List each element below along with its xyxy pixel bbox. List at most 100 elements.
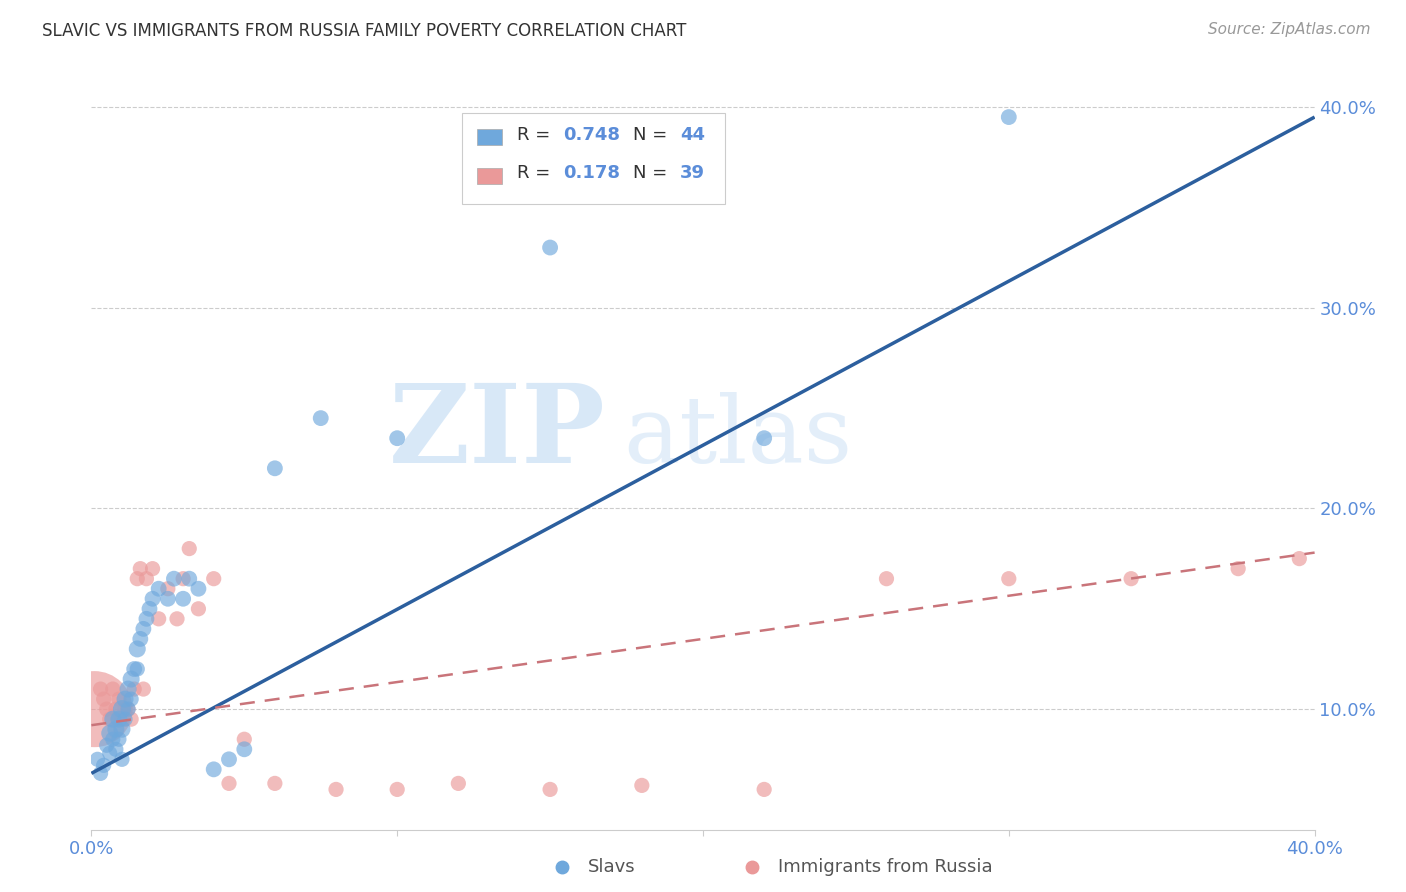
Point	[148, 582, 170, 596]
Text: N =: N =	[633, 126, 673, 144]
Point	[156, 591, 179, 606]
FancyBboxPatch shape	[477, 129, 502, 145]
Point	[104, 742, 127, 756]
Point	[141, 562, 163, 576]
Point	[166, 612, 188, 626]
Point	[114, 692, 136, 706]
Point	[447, 776, 470, 790]
Point	[218, 776, 240, 790]
Point	[117, 702, 139, 716]
Point	[127, 572, 149, 586]
Point	[122, 662, 145, 676]
Point	[325, 782, 347, 797]
Point	[385, 782, 409, 797]
Point	[108, 732, 131, 747]
Point	[96, 702, 118, 716]
Text: Immigrants from Russia: Immigrants from Russia	[778, 858, 993, 876]
Point	[202, 762, 225, 776]
Point	[202, 572, 225, 586]
Point	[104, 702, 127, 716]
FancyBboxPatch shape	[463, 112, 725, 204]
Point	[108, 692, 131, 706]
Text: 39: 39	[679, 164, 704, 182]
Point	[1121, 572, 1143, 586]
Point	[86, 752, 108, 766]
Point	[156, 582, 179, 596]
Point	[233, 742, 256, 756]
Text: 44: 44	[679, 126, 704, 144]
Point	[538, 782, 561, 797]
Point	[172, 572, 194, 586]
Text: SLAVIC VS IMMIGRANTS FROM RUSSIA FAMILY POVERTY CORRELATION CHART: SLAVIC VS IMMIGRANTS FROM RUSSIA FAMILY …	[42, 22, 686, 40]
Point	[90, 681, 112, 696]
Point	[108, 712, 131, 726]
Point	[129, 632, 152, 646]
Text: N =: N =	[633, 164, 673, 182]
Point	[132, 681, 155, 696]
Point	[138, 601, 160, 615]
Point	[631, 778, 654, 792]
Point	[117, 702, 139, 716]
Point	[754, 782, 776, 797]
Point	[111, 722, 134, 736]
Point	[187, 601, 209, 615]
Point	[120, 712, 142, 726]
Point	[875, 572, 898, 586]
Point	[98, 746, 121, 760]
Point	[104, 722, 127, 736]
Point	[172, 591, 194, 606]
Point	[117, 681, 139, 696]
Text: Slavs: Slavs	[588, 858, 636, 876]
Point	[179, 572, 201, 586]
Point	[141, 591, 163, 606]
Point	[187, 582, 209, 596]
Point	[93, 758, 115, 772]
Point	[127, 662, 149, 676]
Text: 0.748: 0.748	[564, 126, 620, 144]
Text: R =: R =	[517, 126, 555, 144]
Point	[135, 572, 157, 586]
FancyBboxPatch shape	[477, 168, 502, 184]
Point	[101, 681, 124, 696]
Point	[111, 752, 134, 766]
Point	[93, 692, 115, 706]
Point	[101, 732, 124, 747]
Point	[120, 692, 142, 706]
Point	[122, 681, 145, 696]
Point	[114, 712, 136, 726]
Point	[1227, 562, 1250, 576]
Point	[132, 622, 155, 636]
Point	[96, 738, 118, 752]
Point	[264, 461, 287, 475]
Text: 0.178: 0.178	[564, 164, 620, 182]
Point	[111, 702, 134, 716]
Point	[120, 672, 142, 686]
Point	[148, 612, 170, 626]
Point	[998, 110, 1021, 124]
Text: R =: R =	[517, 164, 555, 182]
Point	[218, 752, 240, 766]
Point	[385, 431, 409, 445]
Point	[129, 562, 152, 576]
Point	[264, 776, 287, 790]
Point	[98, 712, 121, 726]
Point	[309, 411, 332, 425]
Text: Source: ZipAtlas.com: Source: ZipAtlas.com	[1208, 22, 1371, 37]
Text: ZIP: ZIP	[388, 379, 605, 486]
Point	[233, 732, 256, 747]
Point	[101, 712, 124, 726]
Point	[83, 702, 105, 716]
Point	[90, 766, 112, 780]
Point	[754, 431, 776, 445]
Point	[538, 240, 561, 254]
Point	[98, 726, 121, 740]
Point	[1288, 551, 1310, 566]
Point	[114, 702, 136, 716]
Point	[998, 572, 1021, 586]
Text: atlas: atlas	[623, 392, 853, 482]
Point	[111, 712, 134, 726]
Point	[163, 572, 186, 586]
Point	[127, 641, 149, 656]
Point	[179, 541, 201, 556]
Point	[135, 612, 157, 626]
